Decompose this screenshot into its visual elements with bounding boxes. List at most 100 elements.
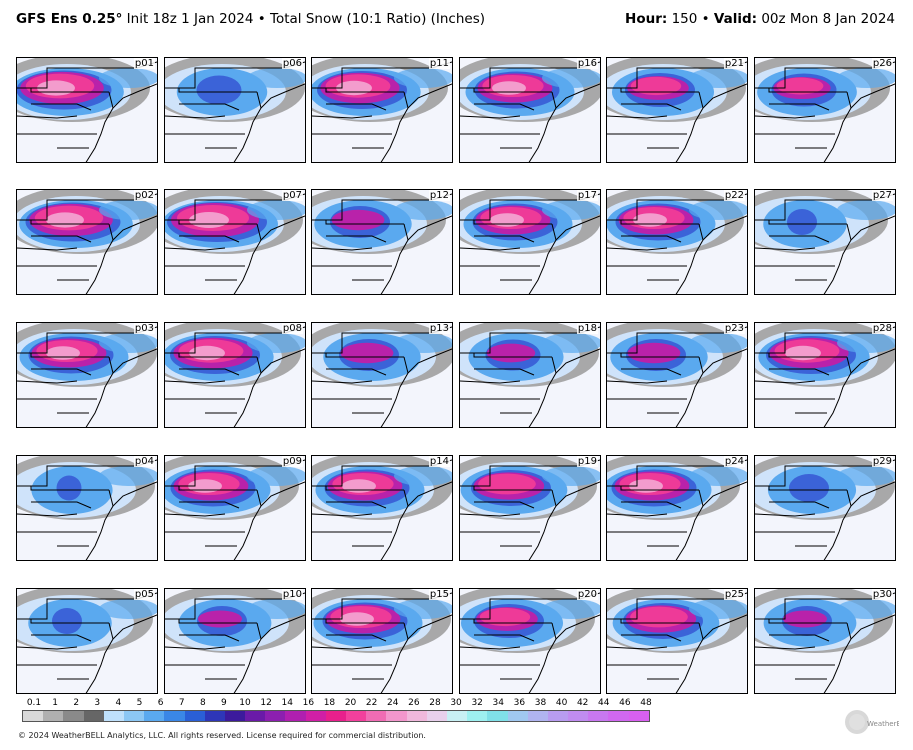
- member-label: p17: [576, 190, 598, 201]
- member-label: p22: [723, 190, 745, 201]
- colorbar-tick-label: 10: [239, 698, 251, 708]
- colorbar-swatch: [184, 711, 205, 721]
- colorbar-tick-label: 20: [344, 698, 357, 708]
- ensemble-member-panel: p24: [606, 455, 748, 561]
- state-borders: [312, 326, 452, 427]
- ensemble-member-panel: p13: [311, 322, 453, 428]
- state-borders: [312, 193, 452, 294]
- snowfall-field: [165, 323, 305, 387]
- colorbar-tick-label: 48: [640, 698, 652, 708]
- state-borders: [17, 592, 157, 693]
- ensemble-member-panel: p16: [459, 57, 601, 163]
- colorbar-swatch: [325, 711, 346, 721]
- colorbar-swatch: [285, 711, 306, 721]
- ensemble-member-panel: p26: [754, 57, 896, 163]
- snowfall-map: [165, 58, 305, 162]
- separator: •: [257, 11, 266, 27]
- colorbar-swatch: [507, 711, 528, 721]
- ensemble-member-panel: p04: [16, 455, 158, 561]
- member-label: p01: [133, 58, 155, 69]
- colorbar-tick-label: 26: [408, 698, 420, 708]
- snowfall-map: [165, 456, 305, 560]
- colorbar-tick-label: 5: [136, 698, 143, 708]
- snowfall-map: [17, 58, 157, 162]
- state-borders: [165, 459, 305, 560]
- member-label: p07: [281, 190, 303, 201]
- member-label: p20: [576, 589, 598, 600]
- ensemble-member-panel: p11: [311, 57, 453, 163]
- member-label: p13: [428, 323, 450, 334]
- snowfall-field: [755, 589, 895, 653]
- colorbar-swatch: [305, 711, 326, 721]
- colorbar-tick-label: 44: [598, 698, 610, 708]
- ensemble-member-panel: p05: [16, 588, 158, 694]
- member-label: p29: [871, 456, 893, 467]
- colorbar-swatch: [608, 711, 629, 721]
- colorbar-swatch: [224, 711, 246, 721]
- ensemble-member-panel: p07: [164, 189, 306, 295]
- colorbar-swatch: [487, 711, 508, 721]
- state-borders: [460, 326, 600, 427]
- snowfall-map: [312, 456, 452, 560]
- hour-value: 150: [671, 11, 698, 27]
- state-borders: [607, 326, 747, 427]
- ensemble-member-panel: p20: [459, 588, 601, 694]
- ensemble-member-panel: p18: [459, 322, 601, 428]
- member-label: p14: [428, 456, 450, 467]
- state-borders: [607, 193, 747, 294]
- ensemble-member-panel: p06: [164, 57, 306, 163]
- colorbar-swatch: [406, 711, 427, 721]
- copyright-footer: © 2024 WeatherBELL Analytics, LLC. All r…: [18, 731, 426, 740]
- snowfall-map: [755, 456, 895, 560]
- colorbar-tick-label: 3: [94, 698, 101, 708]
- colorbar-swatch: [144, 711, 165, 721]
- colorbar-tick-label: 38: [534, 698, 547, 708]
- colorbar-swatch: [366, 711, 387, 721]
- snowfall-map: [17, 323, 157, 427]
- colorbar-swatch: [103, 711, 124, 721]
- state-borders: [460, 592, 600, 693]
- ensemble-member-panel: p10: [164, 588, 306, 694]
- snowfall-map: [755, 190, 895, 294]
- member-label: p02: [133, 190, 155, 201]
- colorbar-tick-label: 22: [365, 698, 378, 708]
- snowfall-map: [607, 190, 747, 294]
- state-borders: [165, 326, 305, 427]
- ensemble-member-panel: p02: [16, 189, 158, 295]
- snowfall-map: [312, 190, 452, 294]
- model-name: GFS Ens 0.25°: [16, 11, 123, 27]
- colorbar-tick-label: 2: [73, 698, 80, 708]
- colorbar-tick-label: 18: [323, 698, 336, 708]
- member-label: p15: [428, 589, 450, 600]
- init-time: Init 18z 1 Jan 2024: [126, 11, 254, 27]
- member-label: p25: [723, 589, 745, 600]
- state-borders: [755, 193, 895, 294]
- ensemble-member-panel: p22: [606, 189, 748, 295]
- colorbar-tick-label: 1: [52, 698, 58, 708]
- member-label: p16: [576, 58, 598, 69]
- state-borders: [17, 326, 157, 427]
- member-label: p24: [723, 456, 745, 467]
- weatherbell-logo: WeatherBELL: [845, 710, 899, 734]
- colorbar-tick-label: 24: [387, 698, 399, 708]
- colorbar-swatch: [527, 711, 548, 721]
- colorbar-swatch: [245, 711, 266, 721]
- state-borders: [165, 193, 305, 294]
- snowfall-map: [607, 456, 747, 560]
- member-label: p19: [576, 456, 598, 467]
- header: GFS Ens 0.25° Init 18z 1 Jan 2024 • Tota…: [0, 0, 913, 40]
- snowfall-map: [460, 190, 600, 294]
- ensemble-member-panel: p09: [164, 455, 306, 561]
- colorbar-swatch: [588, 711, 609, 721]
- snowfall-map: [755, 589, 895, 693]
- colorbar-tick-label: 32: [471, 698, 483, 708]
- state-borders: [755, 326, 895, 427]
- valid-time-title: Hour: 150 • Valid: 00z Mon 8 Jan 2024: [625, 11, 895, 27]
- member-label: p28: [871, 323, 893, 334]
- state-borders: [607, 592, 747, 693]
- snowfall-map: [460, 323, 600, 427]
- state-borders: [755, 592, 895, 693]
- snowfall-map: [607, 323, 747, 427]
- colorbar-tick-label: 7: [178, 698, 185, 708]
- colorbar-tick-label: 30: [450, 698, 462, 708]
